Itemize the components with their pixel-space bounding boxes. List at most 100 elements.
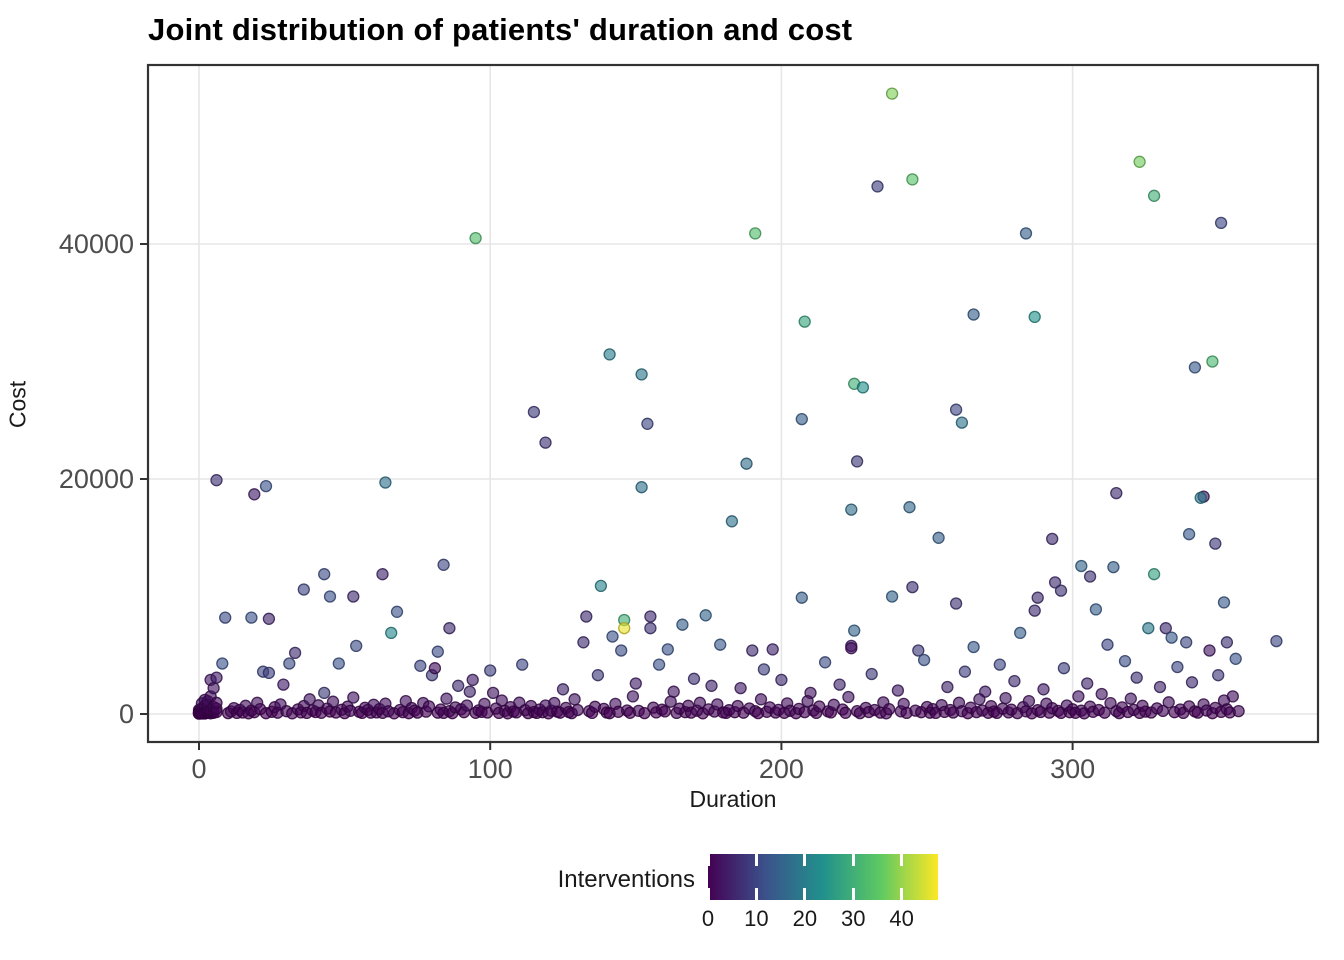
data-point (749, 227, 762, 240)
legend-tick-mark (754, 888, 758, 900)
legend-tick-labels: 0 10 20 30 40 (702, 906, 938, 936)
data-point (1229, 652, 1242, 665)
data-point (999, 691, 1012, 705)
data-point (440, 692, 453, 705)
data-point (891, 684, 905, 697)
data-point (219, 611, 232, 624)
data-point (1098, 706, 1111, 719)
data-point (1054, 584, 1068, 597)
data-point (283, 657, 296, 670)
data-point (1232, 704, 1245, 718)
data-point (1075, 559, 1088, 573)
data-point (635, 368, 648, 381)
data-point (757, 663, 771, 676)
data-point (1089, 603, 1103, 616)
data-point (207, 681, 220, 695)
data-point (1171, 660, 1184, 674)
data-point (798, 315, 811, 328)
data-point (848, 624, 861, 637)
legend-tick-label: 0 (701, 906, 715, 931)
data-point (818, 656, 832, 669)
legend-tick-mark (851, 888, 855, 900)
data-point (460, 699, 474, 712)
data-point (1048, 576, 1062, 589)
data-point (248, 488, 261, 501)
legend-tick-mark (803, 854, 807, 866)
data-point (833, 678, 846, 691)
data-point (606, 630, 619, 643)
data-point (297, 583, 310, 596)
data-point (1185, 676, 1199, 689)
legend-tick-label: 10 (744, 906, 769, 931)
data-point (754, 693, 768, 706)
data-point (1153, 680, 1167, 694)
x-tick-label: 300 (1050, 754, 1095, 784)
data-point (1220, 636, 1234, 649)
data-point (1180, 636, 1193, 649)
data-point (906, 173, 919, 186)
legend-tick-mark (706, 854, 710, 866)
data-point (842, 690, 855, 704)
data-point (652, 658, 666, 671)
data-point (865, 667, 878, 681)
data-point (1019, 227, 1033, 240)
data-point (1217, 596, 1231, 609)
x-tick-label: 100 (468, 754, 513, 784)
data-point (885, 590, 899, 603)
data-point (955, 416, 969, 429)
y-tick-label: 0 (119, 699, 134, 729)
data-point (1203, 644, 1216, 657)
data-point (795, 412, 808, 426)
data-point (484, 664, 497, 677)
data-point (871, 180, 884, 193)
legend-tick-mark (900, 888, 904, 900)
data-point (1046, 532, 1059, 546)
data-point (350, 639, 363, 653)
data-point (463, 685, 476, 698)
data-point (390, 605, 404, 618)
legend-tick-mark (851, 854, 855, 866)
data-point (326, 695, 340, 708)
data-point (1124, 692, 1137, 705)
data-point (958, 665, 972, 678)
data-point (658, 705, 672, 718)
data-point (603, 348, 616, 361)
data-point (469, 231, 482, 245)
data-point (714, 638, 727, 651)
data-point (1188, 361, 1202, 374)
data-point (1008, 674, 1021, 688)
data-point (973, 693, 986, 706)
data-point (1101, 638, 1114, 651)
data-point (1028, 604, 1041, 617)
data-point (734, 681, 747, 695)
data-point (452, 679, 465, 692)
data-point (527, 405, 541, 419)
data-point (1209, 537, 1222, 550)
data-point (1028, 310, 1041, 324)
data-point (687, 672, 701, 685)
y-tick-label: 40000 (59, 229, 134, 259)
data-point (912, 644, 925, 657)
data-point (1159, 622, 1172, 635)
data-point (1206, 355, 1219, 368)
data-point (318, 686, 331, 700)
legend-tick-label: 20 (792, 906, 818, 931)
data-point (303, 693, 316, 706)
data-point (376, 568, 389, 581)
data-point (967, 308, 980, 321)
data-point (644, 622, 657, 635)
data-point (993, 658, 1006, 671)
legend-tick-mark (754, 854, 758, 866)
data-point (1072, 690, 1085, 703)
data-point (1162, 696, 1175, 709)
data-point (1130, 671, 1143, 684)
data-point (746, 644, 759, 657)
data-point (801, 694, 814, 708)
data-point (516, 658, 529, 671)
data-point (1182, 528, 1196, 541)
data-point (1133, 155, 1146, 168)
data-point (618, 622, 631, 635)
legend-colorbar (706, 854, 938, 900)
data-point (1107, 560, 1120, 574)
x-axis-title: Duration (689, 786, 777, 812)
